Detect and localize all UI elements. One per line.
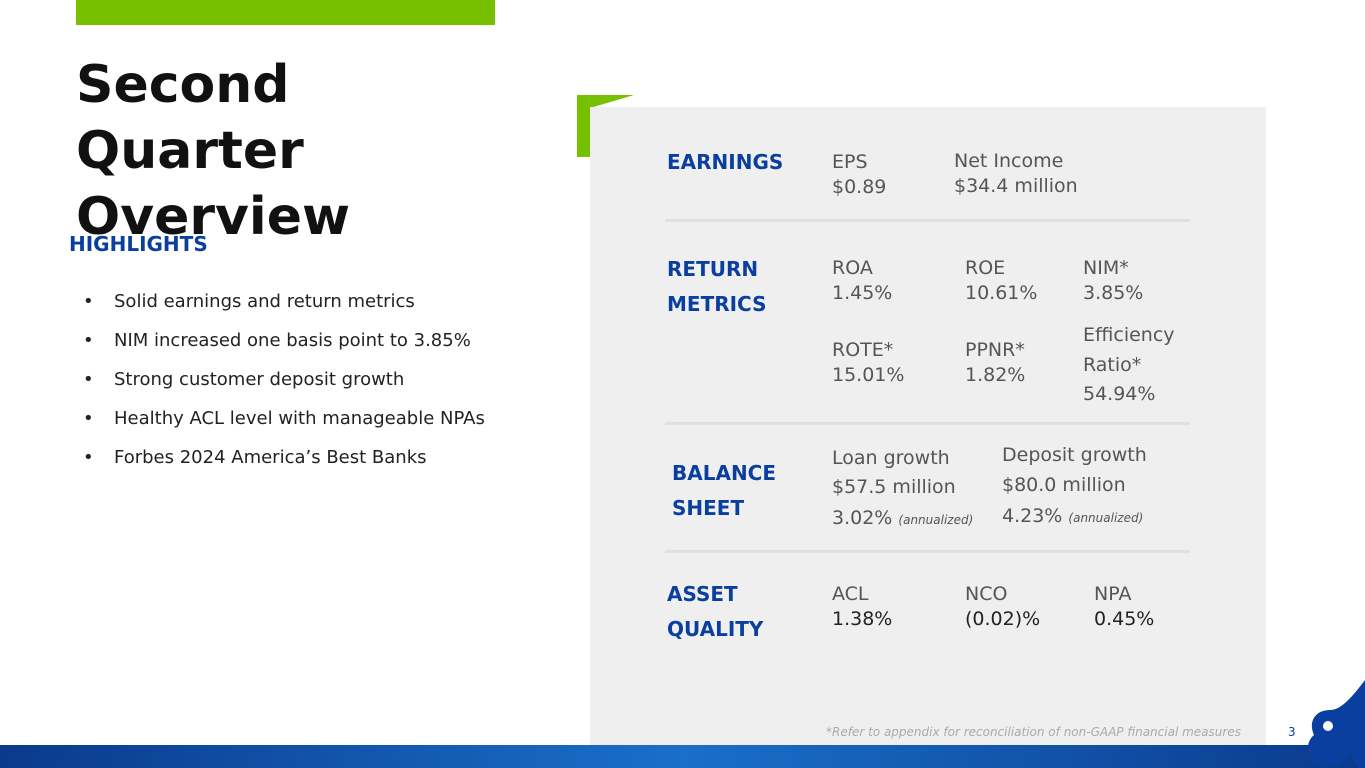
rate: 4.23% xyxy=(1002,505,1063,527)
metric-value: $34.4 million xyxy=(954,175,1078,197)
rate-note: (annualized) xyxy=(898,513,974,527)
metric-value: $80.0 million xyxy=(1002,474,1126,496)
section-label: RETURN METRICS xyxy=(667,257,767,316)
metric-value: 54.94% xyxy=(1083,383,1156,405)
metric-rate: 4.23% (annualized) xyxy=(1002,504,1143,531)
footnote: *Refer to appendix for reconciliation of… xyxy=(826,725,1241,739)
metric-name: Deposit growth xyxy=(1002,444,1147,466)
metric-value: 15.01% xyxy=(832,364,905,386)
section-label: ASSET QUALITY xyxy=(667,582,764,641)
section-label: BALANCE SHEET xyxy=(672,461,777,520)
rate: 3.02% xyxy=(832,507,893,529)
metric-name: Net Income xyxy=(954,150,1064,172)
divider xyxy=(665,550,1190,553)
highlights-heading: HIGHLIGHTS xyxy=(69,232,208,256)
metric-value: 1.45% xyxy=(832,282,893,304)
accent-bar xyxy=(76,0,495,25)
metric-name: NPA xyxy=(1094,583,1132,605)
metric-value: $0.89 xyxy=(832,176,887,198)
highlight: NIM increased one basis point to 3.85% xyxy=(83,321,485,360)
highlight: Solid earnings and return metrics xyxy=(83,282,485,321)
metric-value: 0.45% xyxy=(1094,608,1155,630)
page-number: 3 xyxy=(1288,725,1296,739)
panel xyxy=(590,107,1266,745)
highlight: Strong customer deposit growth xyxy=(83,360,485,399)
divider xyxy=(665,219,1190,222)
metric-name: Efficiency Ratio* xyxy=(1083,324,1175,376)
section-label: EARNINGS xyxy=(667,150,784,174)
highlights-list: Solid earnings and return metrics NIM in… xyxy=(78,282,485,477)
rate-note: (annualized) xyxy=(1068,511,1144,525)
metric-name: ACL xyxy=(832,583,869,605)
metric-rate: 3.02% (annualized) xyxy=(832,506,973,533)
highlight: Healthy ACL level with manageable NPAs xyxy=(83,399,485,438)
metric-name: NCO xyxy=(965,583,1008,605)
corner-accent xyxy=(577,95,634,157)
metric-value: (0.02)% xyxy=(965,608,1041,630)
metric-name: NIM* xyxy=(1083,257,1129,279)
divider xyxy=(665,422,1190,425)
highlight: Forbes 2024 America’s Best Banks xyxy=(83,438,485,477)
metric-name: ROA xyxy=(832,257,873,279)
metric-value: 10.61% xyxy=(965,282,1038,304)
metric-value: $57.5 million xyxy=(832,476,956,498)
logo xyxy=(1307,680,1365,768)
metric-name: EPS xyxy=(832,151,868,173)
metric-value: 1.38% xyxy=(832,608,893,630)
metric-name: Loan growth xyxy=(832,447,950,469)
metric-name: ROE xyxy=(965,257,1006,279)
metric-value: 3.85% xyxy=(1083,282,1144,304)
metric-value: 1.82% xyxy=(965,364,1026,386)
metric-name: PPNR* xyxy=(965,339,1025,361)
footer-band xyxy=(0,745,1365,768)
title: Second Quarter Overview xyxy=(76,55,351,247)
metric-name: ROTE* xyxy=(832,339,894,361)
